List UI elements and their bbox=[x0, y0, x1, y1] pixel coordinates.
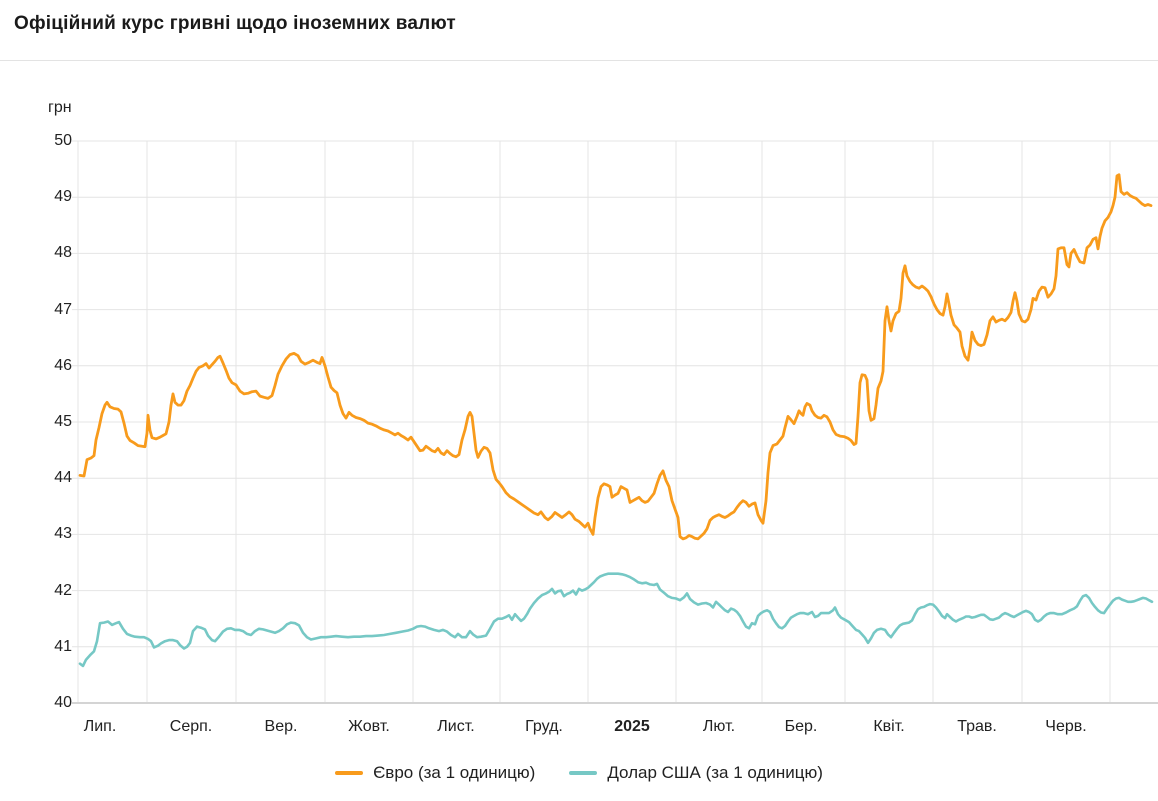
y-tick-label-45: 45 bbox=[54, 413, 72, 430]
x-tick-label-2025: 2025 bbox=[614, 718, 650, 735]
legend-label-usd: Долар США (за 1 одиницю) bbox=[607, 763, 823, 782]
y-axis-unit-label: грн bbox=[48, 99, 72, 116]
legend-item-usd[interactable]: Долар США (за 1 одиницю) bbox=[569, 763, 823, 783]
x-tick-label-: Серп. bbox=[169, 718, 213, 735]
y-tick-label-49: 49 bbox=[54, 188, 72, 206]
y-tick-label-50: 50 bbox=[54, 132, 72, 149]
x-tick-label-: Бер. bbox=[784, 718, 818, 735]
y-tick-label-42: 42 bbox=[54, 581, 72, 599]
header-divider bbox=[0, 60, 1158, 61]
x-tick-label-: Груд. bbox=[525, 718, 563, 735]
x-tick-label-: Лип. bbox=[83, 718, 117, 735]
x-tick-label-: Жовт. bbox=[348, 718, 390, 735]
series-line-0[interactable] bbox=[78, 173, 1153, 541]
euro-line-swatch bbox=[335, 771, 364, 775]
chart-legend: Євро (за 1 одиницю) Долар США (за 1 один… bbox=[0, 763, 1158, 783]
y-tick-label-44: 44 bbox=[54, 469, 72, 487]
y-tick-label-46: 46 bbox=[54, 356, 72, 374]
x-tick-label-: Трав. bbox=[957, 718, 997, 735]
y-tick-label-41: 41 bbox=[54, 637, 72, 655]
y-tick-label-48: 48 bbox=[54, 244, 72, 262]
x-tick-label-: Черв. bbox=[1045, 718, 1087, 735]
x-tick-label-: Квіт. bbox=[873, 718, 905, 735]
x-tick-label-: Вер. bbox=[264, 718, 298, 735]
legend-item-euro[interactable]: Євро (за 1 одиницю) bbox=[335, 763, 535, 783]
usd-line-swatch bbox=[569, 771, 598, 775]
page-title: Офіційний курс гривні щодо іноземних вал… bbox=[14, 13, 456, 34]
x-tick-label-: Лют. bbox=[702, 718, 736, 735]
y-tick-label-43: 43 bbox=[54, 525, 72, 543]
legend-label-euro: Євро (за 1 одиницю) bbox=[373, 763, 536, 782]
x-tick-label-: Лист. bbox=[437, 718, 475, 735]
y-tick-label-40: 40 bbox=[54, 694, 72, 711]
y-tick-label-47: 47 bbox=[54, 300, 72, 318]
series-line-1[interactable] bbox=[78, 572, 1154, 668]
